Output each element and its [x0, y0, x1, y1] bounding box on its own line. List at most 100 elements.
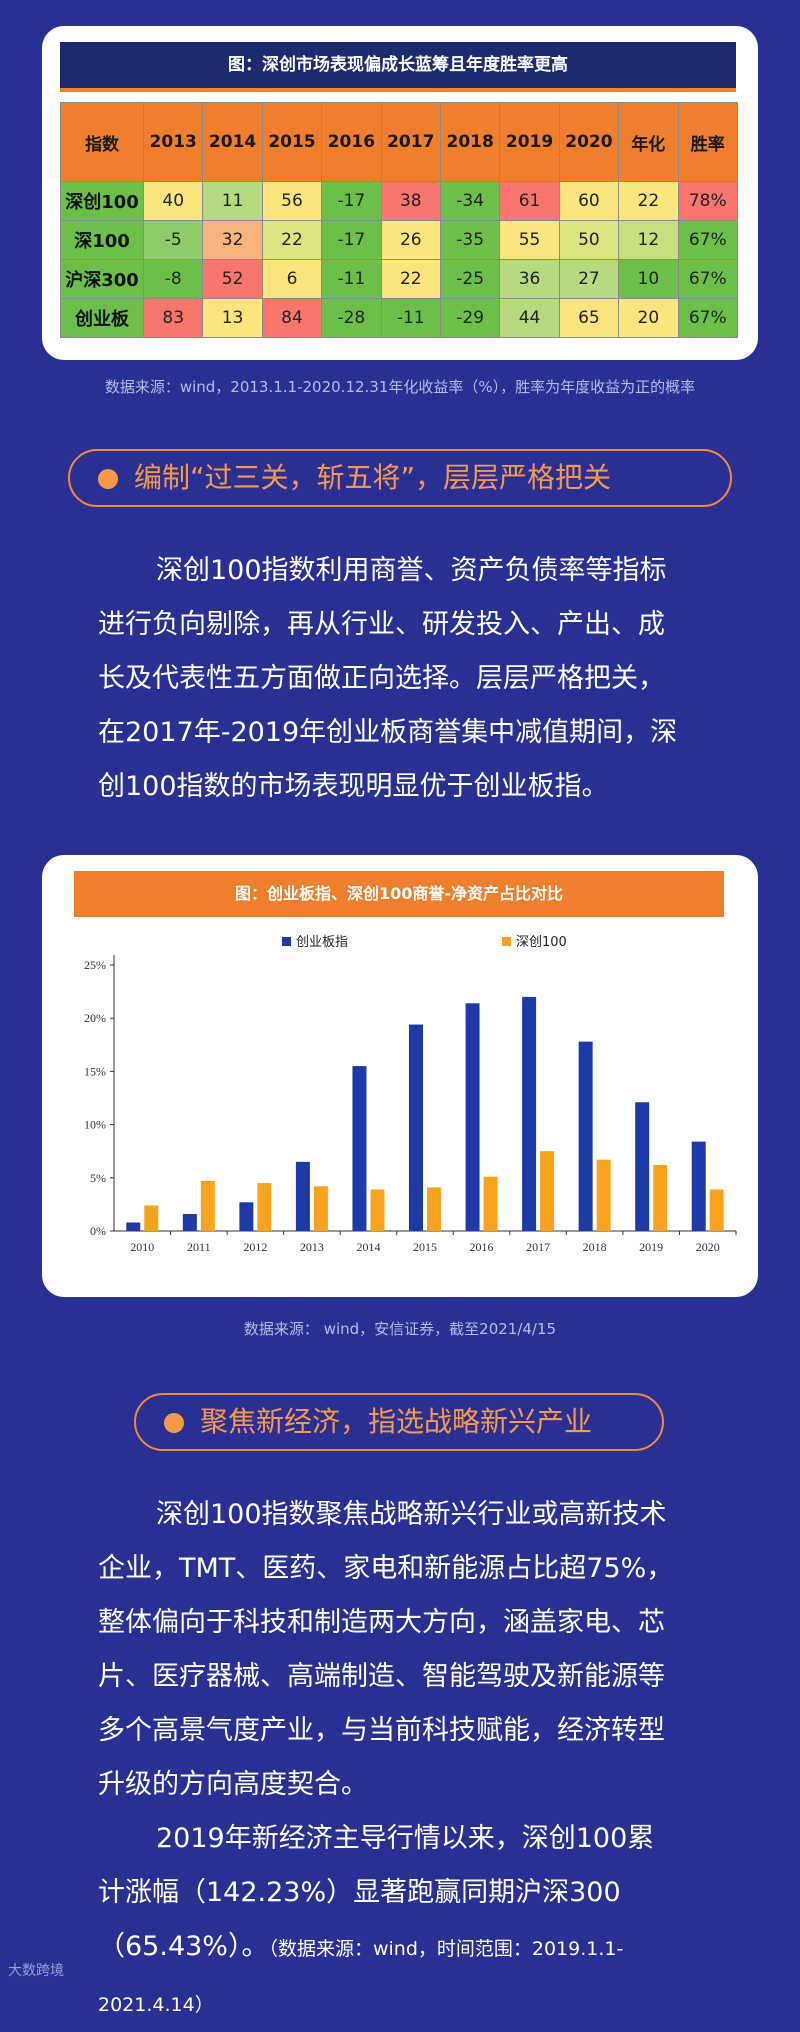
table-body: 深创100 40 11 56 -17 38 -34 61 60 22 78% 深100 -5 32 22 -1… — [60, 181, 739, 338]
value-cell: 40 — [142, 181, 204, 221]
bar-shenchuang100 — [540, 1151, 555, 1231]
value-cell: 38 — [380, 181, 441, 221]
bar-chinext — [691, 1141, 706, 1231]
section2-heading-pill: 聚焦新经济，指选战略新兴产业 — [134, 1393, 664, 1451]
bullet-dot-icon — [98, 469, 118, 489]
value-cell: -28 — [321, 298, 382, 338]
x-tick-label: 2015 — [413, 1240, 437, 1254]
table-header-cell: 2018 — [439, 102, 501, 182]
value-cell: 52 — [202, 259, 263, 299]
value-cell: 22 — [618, 181, 679, 221]
value-cell: 26 — [380, 220, 441, 260]
bullet-dot-icon — [164, 1413, 184, 1433]
section2-paragraph: 深创100指数聚焦战略新兴行业或高新技术 企业，TMT、医药、家电和新能源占比超… — [98, 1488, 708, 2032]
value-cell: 20 — [618, 298, 679, 338]
value-cell: -34 — [439, 181, 501, 221]
y-tick-label: 25% — [84, 958, 106, 972]
value-cell: 22 — [380, 259, 441, 299]
legend-label: 创业板指 — [296, 935, 348, 950]
value-cell: 50 — [558, 220, 620, 260]
table-header-cell: 2016 — [321, 102, 382, 182]
bar-shenchuang100 — [709, 1189, 724, 1231]
section2-line: 企业，TMT、医药、家电和新能源占比超75%， — [98, 1553, 674, 1584]
value-cell: 36 — [499, 259, 560, 299]
value-cell: 6 — [261, 259, 323, 299]
legend-label: 深创100 — [516, 935, 567, 950]
bar-chinext — [126, 1222, 141, 1231]
x-tick-label: 2010 — [130, 1240, 154, 1254]
value-cell: 67% — [677, 298, 739, 338]
watermark-logo: 大数跨境 — [8, 1963, 64, 1979]
value-cell: 32 — [202, 220, 263, 260]
section2-line: 深创100指数聚焦战略新兴行业或高新技术 — [156, 1499, 667, 1530]
x-tick-label: 2012 — [243, 1240, 267, 1254]
section1-heading-pill: 编制“过三关，斩五将”，层层严格把关 — [68, 449, 732, 507]
index-name-cell: 深创100 — [60, 181, 144, 221]
table-row: 深创100 40 11 56 -17 38 -34 61 60 22 78% — [60, 181, 739, 221]
table-row: 创业板 83 13 84 -28 -11 -29 44 65 20 67% — [60, 298, 739, 338]
goodwill-bar-chart: 0% 5% 10% 15% 20% 25% 2010 2011 2012 2013 2014 2015… — [84, 935, 737, 1254]
section1-line: 创100指数的市场表现明显优于创业板指。 — [98, 771, 609, 802]
table-row: 深100 -5 32 22 -17 26 -35 55 50 12 67% — [60, 220, 739, 260]
section1-heading: 编制“过三关，斩五将”，层层严格把关 — [134, 461, 612, 494]
bar-chinext — [182, 1213, 197, 1231]
value-cell: 11 — [202, 181, 263, 221]
returns-table-card: 图：深创市场表现偏成长蓝筹且年度胜率更高 指数 2013 2014 2015 2016 2… — [42, 26, 758, 360]
bar-chinext — [409, 1024, 423, 1231]
table-header-cell: 年化 — [618, 102, 679, 182]
value-cell: 10 — [618, 259, 679, 299]
value-cell: 83 — [142, 298, 204, 338]
table-source-note: 数据来源：wind，2013.1.1-2020.12.31年化收益率（%），胜率… — [104, 378, 696, 396]
section1-line: 深创100指数利用商誉、资产负债率等指标 — [156, 555, 667, 586]
table-title: 图：深创市场表现偏成长蓝筹且年度胜率更高 — [60, 42, 736, 92]
section2-line-end: （65.43%）。 — [98, 1931, 269, 1962]
bar-shenchuang100 — [370, 1189, 385, 1231]
bar-shenchuang100 — [313, 1186, 328, 1231]
bar-shenchuang100 — [144, 1205, 159, 1231]
table-header-cell: 2013 — [142, 102, 204, 182]
table-header-cell: 2015 — [261, 102, 323, 182]
value-cell: -11 — [380, 298, 441, 338]
section2-line: （65.43%）。（数据来源：wind，时间范围：2019.1.1-2021.4… — [98, 1920, 708, 2032]
y-tick-label: 15% — [84, 1064, 106, 1078]
bar-chinext — [465, 1003, 480, 1231]
value-cell: 44 — [499, 298, 560, 338]
chart-title: 图：创业板指、深创100商誉-净资产占比对比 — [74, 871, 724, 917]
returns-table: 指数 2013 2014 2015 2016 2017 2018 2019 2020 年化 胜率 深… — [60, 102, 739, 338]
value-cell: 60 — [558, 181, 620, 221]
bar-shenchuang100 — [653, 1165, 668, 1231]
value-cell: 67% — [677, 259, 739, 299]
section1-line: 在2017年-2019年创业板商誉集中减值期间，深 — [98, 717, 678, 748]
table-header-cell: 胜率 — [677, 102, 739, 182]
value-cell: -25 — [439, 259, 501, 299]
section1-paragraph: 深创100指数利用商誉、资产负债率等指标 进行负向剔除，再从行业、研发投入、产出… — [98, 544, 708, 814]
value-cell: 67% — [677, 220, 739, 260]
value-cell: -17 — [321, 181, 382, 221]
section2-line: 片、医疗器械、高端制造、智能驾驶及新能源等 — [98, 1661, 665, 1692]
value-cell: 56 — [261, 181, 323, 221]
table-header-cell: 指数 — [60, 102, 144, 182]
x-tick-label: 2019 — [639, 1240, 663, 1254]
section2-line: 升级的方向高度契合。 — [98, 1769, 368, 1800]
section2-line: 整体偏向于科技和制造两大方向，涵盖家电、芯 — [98, 1607, 665, 1638]
bar-chinext — [522, 996, 537, 1231]
bar-chinext — [635, 1102, 650, 1231]
table-header-row: 指数 2013 2014 2015 2016 2017 2018 2019 2020 年化 胜率 — [60, 102, 739, 182]
index-name-cell: 创业板 — [60, 298, 144, 338]
value-cell: -5 — [142, 220, 204, 260]
value-cell: 12 — [618, 220, 679, 260]
bar-shenchuang100 — [257, 1183, 272, 1231]
value-cell: -8 — [142, 259, 204, 299]
chart-source-note: 数据来源： wind，安信证券，截至2021/4/15 — [243, 1320, 557, 1338]
x-tick-label: 2011 — [187, 1240, 211, 1254]
y-tick-label: 0% — [90, 1224, 106, 1238]
section2-line: 2019年新经济主导行情以来，深创100累 — [156, 1823, 655, 1854]
table-header-cell: 2020 — [558, 102, 620, 182]
x-tick-label: 2020 — [696, 1240, 720, 1254]
y-tick-label: 5% — [90, 1171, 106, 1185]
legend-swatch — [502, 937, 511, 946]
table-header-cell: 2019 — [499, 102, 560, 182]
section1-line: 长及代表性五方面做正向选择。层层严格把关， — [98, 663, 665, 694]
x-tick-label: 2017 — [526, 1240, 550, 1254]
value-cell: 78% — [677, 181, 739, 221]
